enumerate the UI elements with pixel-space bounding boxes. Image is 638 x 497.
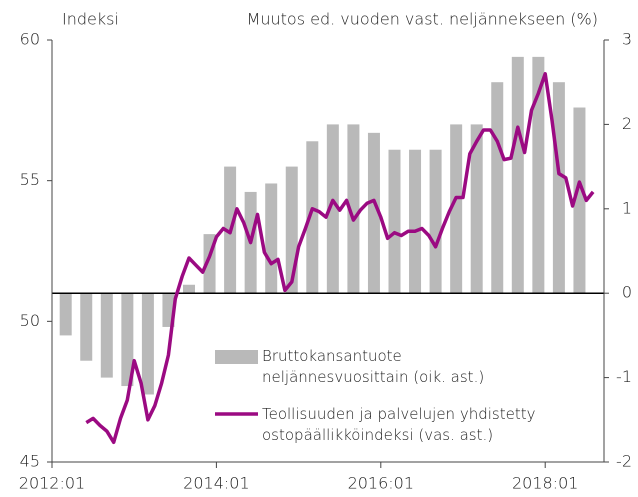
bar <box>470 124 483 294</box>
left-axis-title: Indeksi <box>62 10 119 29</box>
y2-tick-label: 0 <box>622 283 632 302</box>
legend-label: Teollisuuden ja palvelujen yhdistetty os… <box>262 405 536 444</box>
y2-tick-label: -2 <box>616 452 632 471</box>
bar <box>100 293 113 378</box>
bar <box>573 107 586 294</box>
y-tick-label: 60 <box>20 30 40 49</box>
x-tick-label: 2018:01 <box>512 474 578 493</box>
bar <box>532 56 545 294</box>
y2-tick-label: -1 <box>616 367 632 386</box>
bar <box>306 141 319 294</box>
legend-swatch <box>215 350 258 364</box>
bar <box>121 293 134 387</box>
bar <box>80 293 93 361</box>
bar <box>141 293 154 395</box>
bar <box>450 124 463 294</box>
x-tick-label: 2014:01 <box>183 474 249 493</box>
x-tick-label: 2012:01 <box>19 474 85 493</box>
bar <box>491 82 504 294</box>
bar <box>265 183 278 294</box>
y2-tick-label: 2 <box>622 114 632 133</box>
bar <box>552 82 565 294</box>
bar <box>388 149 401 294</box>
x-tick-label: 2016:01 <box>348 474 414 493</box>
bar <box>183 284 195 294</box>
y-tick-label: 45 <box>20 452 40 471</box>
y2-tick-label: 1 <box>622 198 632 217</box>
bar <box>59 293 72 336</box>
bar <box>367 132 380 294</box>
bar <box>347 124 360 294</box>
bar <box>429 149 442 294</box>
legend-label: Bruttokansantuote neljännesvuosittain (o… <box>262 347 485 386</box>
y-tick-label: 55 <box>20 170 40 189</box>
right-axis-title: Muutos ed. vuoden vast. neljännekseen (%… <box>247 10 598 29</box>
y-tick-label: 50 <box>20 311 40 330</box>
bar <box>409 149 422 294</box>
bar <box>511 56 524 294</box>
bar <box>326 124 339 294</box>
line <box>85 72 595 445</box>
y2-tick-label: 3 <box>622 30 632 49</box>
